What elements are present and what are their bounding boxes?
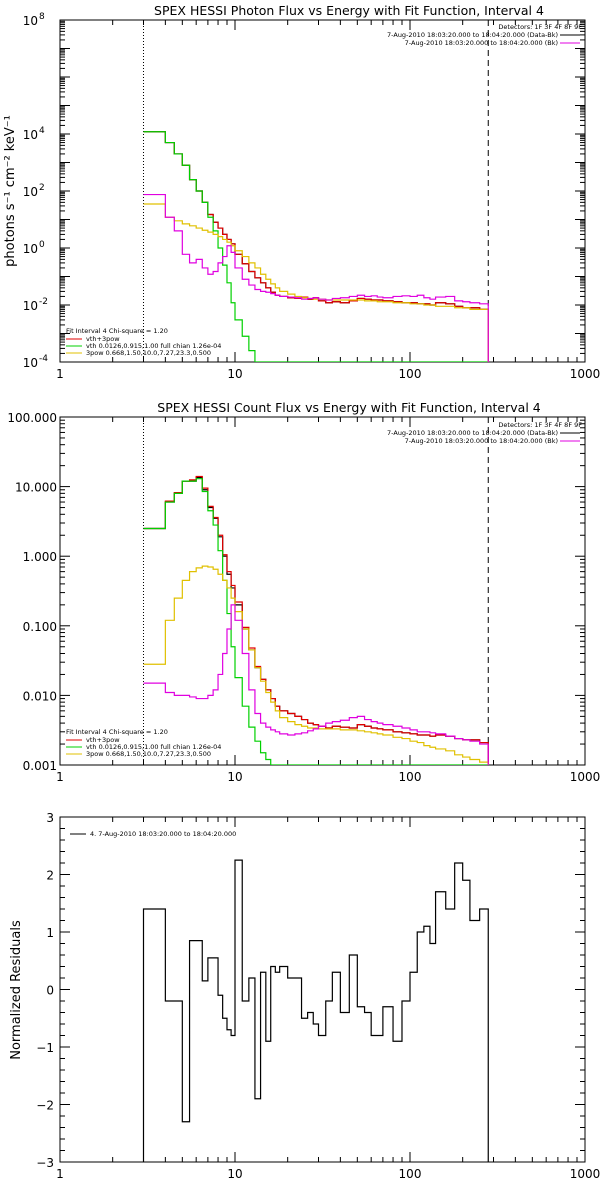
residuals-x-tick-label: 1000 [570,1167,600,1181]
count-series-group [143,475,489,765]
residuals-y-tick-label: −1 [36,1041,54,1055]
residuals-y-tick-label: 1 [46,926,54,940]
photon-x-tick-label: 1000 [570,367,600,381]
residuals-x-tick-label: 10 [227,1167,242,1181]
photon-y-tick-label: 10 [23,128,38,142]
count-fit-3pow-label: 3pow 0.668,1.50,10.0,7.27,23.3,0.500 [86,750,211,758]
count-fit-total-label: vth+3pow [86,736,120,744]
count-y-tick-label: 100.000 [7,411,57,425]
photon-fit-total-label: vth+3pow [86,335,120,343]
residuals-y-tick-label: 2 [46,869,54,883]
residuals-y-tick-label: 3 [46,811,54,825]
count-series-3pow [143,565,489,765]
photon-y-tick-label: 10 [23,242,38,256]
count-x-ticks: 1 10 100 1000 [56,417,600,784]
photon-x-tick-label: 1 [56,367,64,381]
photon-legend-detectors: Detectors: 1F 3F 4F 8F 9F [498,23,582,31]
count-fit-vth-label: vth 0.0126,0.915,1.00 full chian 1.26e-0… [86,743,221,751]
photon-legend-top-right: Detectors: 1F 3F 4F 8F 9F 7-Aug-2010 18:… [387,23,582,47]
photon-series-vth [143,131,489,362]
photon-series-3pow [143,203,489,362]
photon-y-ticks: 10 -410 -210 010 210 410 8 [23,12,585,370]
photon-y-tick-label: 10 [23,299,38,313]
residuals-series-group [142,859,489,1162]
photon-flux-panel: SPEX HESSI Photon Flux vs Energy with Fi… [3,3,600,381]
photon-legend-data: 7-Aug-2010 18:03:20.000 to 18:04:20.000 … [387,31,558,39]
count-y-tick-label: 0.010 [23,689,57,703]
photon-y-tick-label: 10 [23,14,38,28]
photon-y-axis-label: photons s⁻¹ cm⁻² keV⁻¹ [3,115,18,267]
residuals-x-tick-label: 100 [399,1167,422,1181]
residuals-x-tick-label: 1 [56,1167,64,1181]
count-y-ticks: 0.001 0.010 0.100 1.000 10.000 100.000 [7,411,585,773]
photon-y-tick-exponent: 0 [39,240,45,250]
photon-y-tick-exponent: -2 [39,297,48,307]
count-legend-data: 7-Aug-2010 18:03:20.000 to 18:04:20.000 … [387,429,558,437]
photon-fit-3pow-label: 3pow 0.668,1.50,10.0,7.27,23.3,0.500 [86,349,211,357]
photon-fit-vth-label: vth 0.0126,0.915,1.00 full chian 1.26e-0… [86,342,221,350]
photon-y-tick-label: 10 [23,356,38,370]
residuals-y-ticks: −3 −2 −1 0 1 2 3 [36,811,585,1170]
count-flux-panel: SPEX HESSI Count Flux vs Energy with Fit… [7,400,600,784]
residuals-x-ticks: 1 10 100 1000 [56,817,600,1181]
residuals-y-tick-label: −3 [36,1156,54,1170]
count-y-tick-label: 0.001 [23,759,57,773]
photon-y-tick-label: 10 [23,185,38,199]
photon-y-tick-exponent: 2 [39,183,45,193]
count-y-tick-label: 1.000 [23,550,57,564]
count-legend-bottom-left: Fit Interval 4 Chi-square = 1.20 vth+3po… [66,728,221,758]
residuals-y-axis-label: Normalized Residuals [9,920,24,1060]
residuals-legend-label: 4. 7-Aug-2010 18:03:20.000 to 18:04:20.0… [90,830,236,838]
photon-y-tick-exponent: 4 [39,126,45,136]
count-series-vth [143,478,489,765]
count-y-tick-label: 0.100 [23,620,57,634]
count-energy-range-lines [142,417,489,765]
photon-y-tick-exponent: -4 [39,354,48,364]
photon-x-ticks: 1 10 100 1000 [56,20,600,381]
count-x-tick-label: 1000 [570,770,600,784]
count-series-vth-3pow [143,475,489,765]
photon-x-tick-label: 10 [227,367,242,381]
residuals-y-tick-label: −2 [36,1099,54,1113]
count-legend-bk: 7-Aug-2010 18:03:20.000 to 18:04:20.000 … [405,437,558,445]
residuals-panel: Normalized Residuals 1 10 100 1000 −3−2−101… [9,811,600,1181]
count-y-tick-label: 10.000 [15,481,57,495]
photon-legend-bk: 7-Aug-2010 18:03:20.000 to 18:04:20.000 … [405,39,558,47]
photon-chart-title: SPEX HESSI Photon Flux vs Energy with Fi… [154,3,544,18]
residuals-y-tick-label: 0 [46,984,54,998]
photon-y-tick-exponent: 8 [39,12,45,22]
count-legend-top-right: Detectors: 1F 3F 4F 8F 9F 7-Aug-2010 18:… [387,421,582,445]
photon-series-group [143,131,489,362]
count-series-bk [143,604,489,765]
count-x-tick-label: 100 [399,770,422,784]
count-x-tick-label: 1 [56,770,64,784]
photon-series-bk [143,193,489,362]
photon-legend-bottom-left: Fit Interval 4 Chi-square = 1.20 vth+3po… [66,327,221,357]
count-fit-info: Fit Interval 4 Chi-square = 1.20 [66,728,168,736]
residuals-series-residuals [142,859,489,1162]
count-legend-detectors: Detectors: 1F 3F 4F 8F 9F [498,421,582,429]
photon-x-tick-label: 100 [399,367,422,381]
photon-fit-info: Fit Interval 4 Chi-square = 1.20 [66,327,168,335]
count-x-tick-label: 10 [227,770,242,784]
count-chart-title: SPEX HESSI Count Flux vs Energy with Fit… [157,400,540,415]
